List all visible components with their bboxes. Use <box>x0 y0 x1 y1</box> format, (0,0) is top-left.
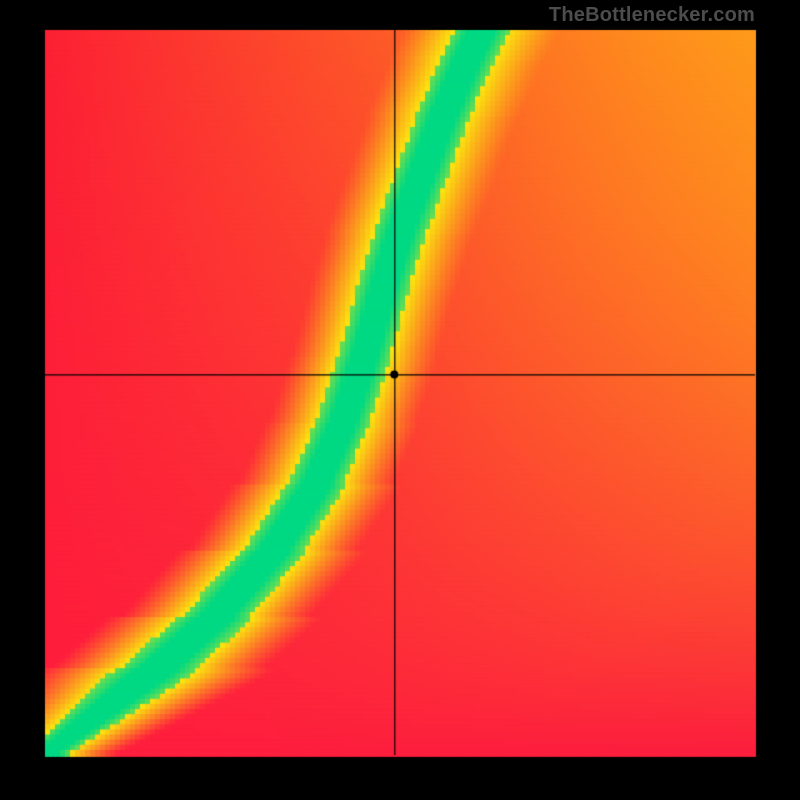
chart-container: TheBottlenecker.com <box>0 0 800 800</box>
watermark-text: TheBottlenecker.com <box>549 4 755 27</box>
heatmap-canvas <box>0 0 800 800</box>
